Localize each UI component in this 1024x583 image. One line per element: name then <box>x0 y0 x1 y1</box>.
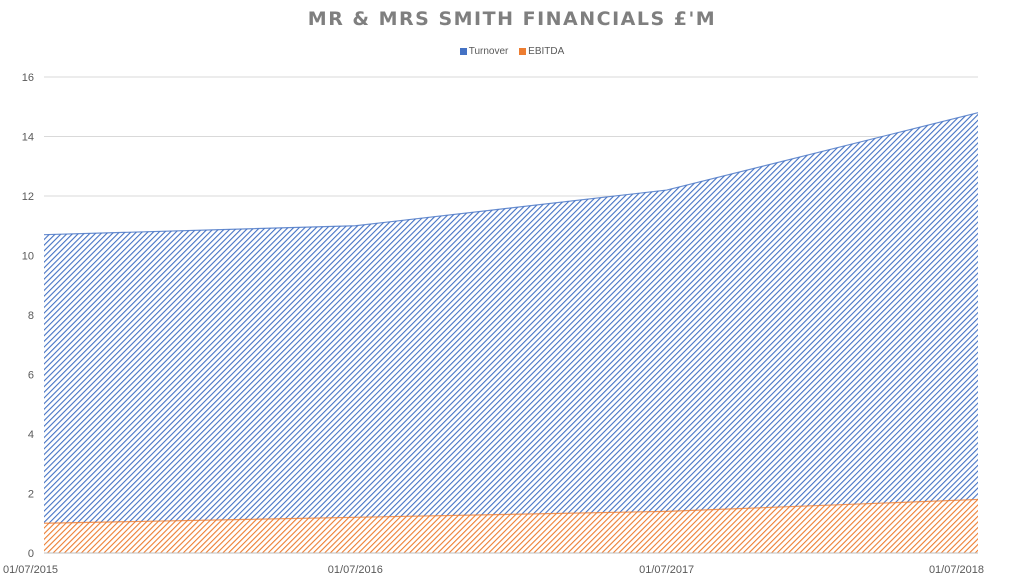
chart-title: MR & MRS SMITH FINANCIALS £'M <box>307 8 717 30</box>
y-tick-label: 16 <box>22 72 34 84</box>
x-tick-label: 01/07/2016 <box>328 564 383 576</box>
y-tick-label: 2 <box>28 489 34 501</box>
y-tick-label: 12 <box>22 191 34 203</box>
area-turnover <box>44 112 978 553</box>
y-tick-label: 14 <box>22 132 34 144</box>
axes: 0 2 4 6 8 10 12 14 16 01/07/2015 01/07/2016 01/07/2… <box>3 72 984 576</box>
legend: Turnover EBITDA <box>0 46 1024 57</box>
legend-label-ebitda: EBITDA <box>528 46 565 57</box>
y-tick-label: 8 <box>28 310 34 322</box>
y-tick-label: 0 <box>28 548 34 560</box>
x-tick-label: 01/07/2015 <box>3 564 58 576</box>
x-tick-label: 01/07/2017 <box>639 564 694 576</box>
legend-item-ebitda: EBITDA <box>519 46 564 57</box>
area-ebitda <box>44 499 978 553</box>
y-tick-label: 10 <box>22 251 34 263</box>
y-tick-label: 4 <box>28 429 34 441</box>
line-turnover <box>43 112 979 236</box>
legend-item-turnover: Turnover <box>459 46 509 57</box>
series-areas <box>43 112 979 553</box>
legend-swatch-turnover <box>459 48 467 55</box>
legend-swatch-ebitda <box>519 48 527 55</box>
x-tick-label: 01/07/2018 <box>929 564 984 576</box>
y-tick-label: 6 <box>28 370 34 382</box>
legend-label-turnover: Turnover <box>468 46 509 57</box>
line-ebitda <box>43 498 979 524</box>
